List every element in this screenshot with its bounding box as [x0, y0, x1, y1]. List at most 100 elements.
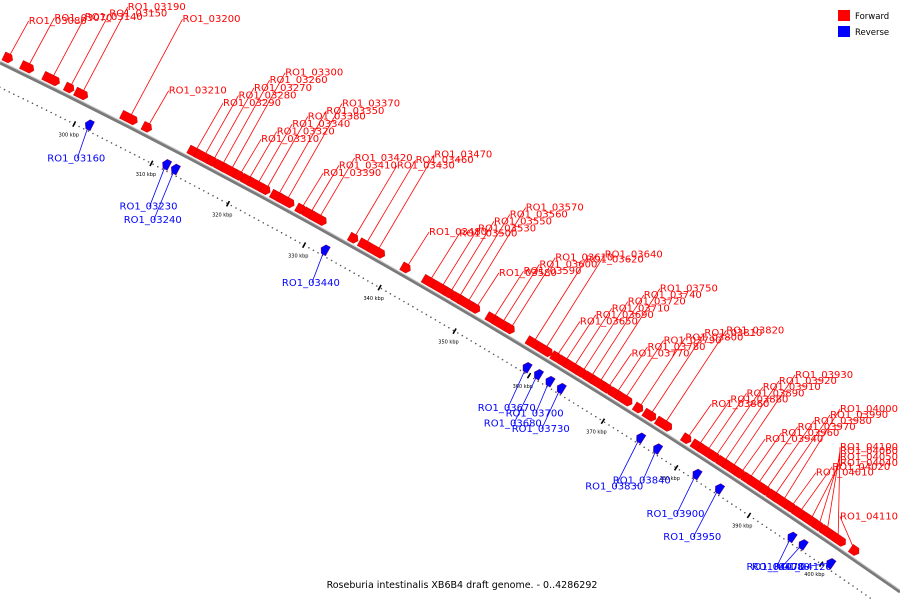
gene-block[interactable] [653, 415, 674, 433]
gene-arrow[interactable] [140, 121, 154, 134]
gene-label[interactable]: RO1_04120 [774, 562, 832, 573]
gene-arrow[interactable] [614, 390, 634, 408]
gene-block[interactable] [690, 467, 703, 481]
gene-block[interactable] [1, 51, 15, 64]
gene-block[interactable] [83, 118, 95, 132]
gene-arrow[interactable] [785, 530, 798, 544]
gene-block[interactable] [119, 110, 139, 126]
gene-block[interactable] [634, 431, 647, 445]
gene-arrow[interactable] [399, 261, 413, 275]
gene-arrow[interactable] [824, 557, 837, 570]
gene-label[interactable]: RO1_03350 [326, 106, 384, 117]
gene-arrow[interactable] [346, 231, 360, 245]
gene-label[interactable]: RO1_03920 [779, 376, 837, 387]
gene-block[interactable] [631, 401, 645, 415]
gene-arrow[interactable] [73, 86, 90, 101]
gene-block[interactable] [713, 482, 726, 495]
gene-label[interactable]: RO1_03830 [585, 482, 643, 493]
gene-block[interactable] [468, 302, 482, 315]
gene-label[interactable]: RO1_03780 [648, 342, 706, 353]
gene-block[interactable] [679, 432, 693, 446]
gene-label[interactable]: RO1_03550 [494, 216, 552, 227]
gene-label[interactable]: RO1_04070 [747, 562, 805, 573]
gene-block[interactable] [614, 390, 634, 408]
gene-label[interactable]: RO1_03910 [763, 382, 821, 393]
gene-label[interactable]: RO1_03480 [429, 227, 487, 238]
gene-label[interactable]: RO1_03380 [308, 112, 366, 123]
gene-label[interactable]: RO1_03610 [555, 253, 613, 264]
gene-block[interactable] [259, 183, 272, 197]
gene-label[interactable]: RO1_03800 [685, 333, 743, 344]
gene-label[interactable]: RO1_03500 [459, 229, 517, 240]
gene-arrow[interactable] [555, 382, 567, 395]
gene-block[interactable] [366, 243, 387, 260]
gene-arrow[interactable] [653, 415, 674, 433]
gene-label[interactable]: RO1_03390 [323, 168, 381, 179]
gene-label[interactable]: RO1_03430 [397, 161, 455, 172]
gene-block[interactable] [276, 192, 296, 210]
gene-arrow[interactable] [119, 110, 139, 126]
gene-block[interactable] [346, 231, 360, 245]
gene-label[interactable]: RO1_03680 [484, 419, 542, 430]
gene-arrow[interactable] [520, 361, 533, 374]
gene-arrow[interactable] [796, 538, 809, 551]
gene-label[interactable]: RO1_03880 [730, 395, 788, 406]
gene-label[interactable]: RO1_03950 [663, 532, 721, 543]
gene-label[interactable]: RO1_04020 [832, 462, 890, 473]
gene-label[interactable]: RO1_03900 [647, 509, 705, 520]
gene-label[interactable]: RO1_03990 [830, 410, 888, 421]
gene-label[interactable]: RO1_03560 [510, 209, 568, 220]
gene-label[interactable]: RO1_03890 [747, 388, 805, 399]
gene-label[interactable]: RO1_03810 [704, 328, 762, 339]
gene-arrow[interactable] [503, 322, 517, 336]
gene-label[interactable]: RO1_03720 [628, 297, 686, 308]
gene-label[interactable]: RO1_03160 [47, 153, 105, 164]
gene-arrow[interactable] [634, 431, 647, 445]
gene-label[interactable]: RO1_04060 [840, 446, 898, 457]
gene-label[interactable]: RO1_04050 [840, 452, 898, 463]
gene-arrow[interactable] [847, 544, 861, 557]
gene-label[interactable]: RO1_03230 [120, 202, 178, 213]
gene-arrow[interactable] [679, 432, 693, 446]
gene-arrow[interactable] [631, 401, 645, 415]
gene-arrow[interactable] [468, 302, 482, 315]
gene-arrow[interactable] [41, 71, 62, 87]
gene-arrow[interactable] [62, 81, 76, 95]
gene-label[interactable]: RO1_04010 [816, 468, 874, 479]
gene-label[interactable]: RO1_03260 [270, 75, 328, 86]
gene-block[interactable] [534, 341, 555, 358]
gene-label[interactable]: RO1_03070 [54, 13, 112, 24]
gene-label[interactable]: RO1_03750 [660, 284, 718, 295]
gene-label[interactable]: RO1_03530 [478, 223, 536, 234]
gene-label[interactable]: RO1_03320 [277, 127, 335, 138]
gene-label[interactable]: RO1_04000 [840, 404, 898, 415]
gene-block[interactable] [160, 158, 173, 171]
gene-label[interactable]: RO1_03210 [169, 86, 227, 97]
gene-arrow[interactable] [713, 482, 726, 495]
gene-arrow[interactable] [690, 467, 703, 481]
gene-arrow[interactable] [651, 442, 664, 455]
gene-label[interactable]: RO1_03570 [526, 203, 584, 214]
gene-label[interactable]: RO1_03650 [580, 317, 638, 328]
gene-label[interactable]: RO1_03620 [586, 255, 644, 266]
gene-arrow[interactable] [319, 243, 331, 257]
gene-label[interactable]: RO1_03140 [85, 12, 143, 23]
gene-arrow[interactable] [83, 118, 95, 132]
gene-block[interactable] [641, 407, 659, 423]
gene-arrow[interactable] [259, 183, 272, 197]
gene-label[interactable]: RO1_03270 [254, 83, 312, 94]
gene-block[interactable] [62, 81, 76, 95]
gene-label[interactable]: RO1_03240 [124, 215, 182, 226]
gene-arrow[interactable] [366, 243, 387, 260]
gene-block[interactable] [73, 86, 90, 101]
gene-label[interactable]: RO1_03670 [478, 403, 536, 414]
gene-arrow[interactable] [308, 210, 329, 228]
gene-label[interactable]: RO1_03700 [506, 409, 564, 420]
gene-label[interactable]: RO1_03940 [765, 434, 823, 445]
gene-label[interactable]: RO1_03410 [339, 161, 397, 172]
gene-label[interactable]: RO1_03820 [726, 325, 784, 336]
gene-label[interactable]: RO1_03290 [223, 98, 281, 109]
gene-arrow[interactable] [276, 192, 296, 210]
gene-arrow[interactable] [543, 375, 556, 388]
gene-label[interactable]: RO1_03970 [798, 422, 856, 433]
